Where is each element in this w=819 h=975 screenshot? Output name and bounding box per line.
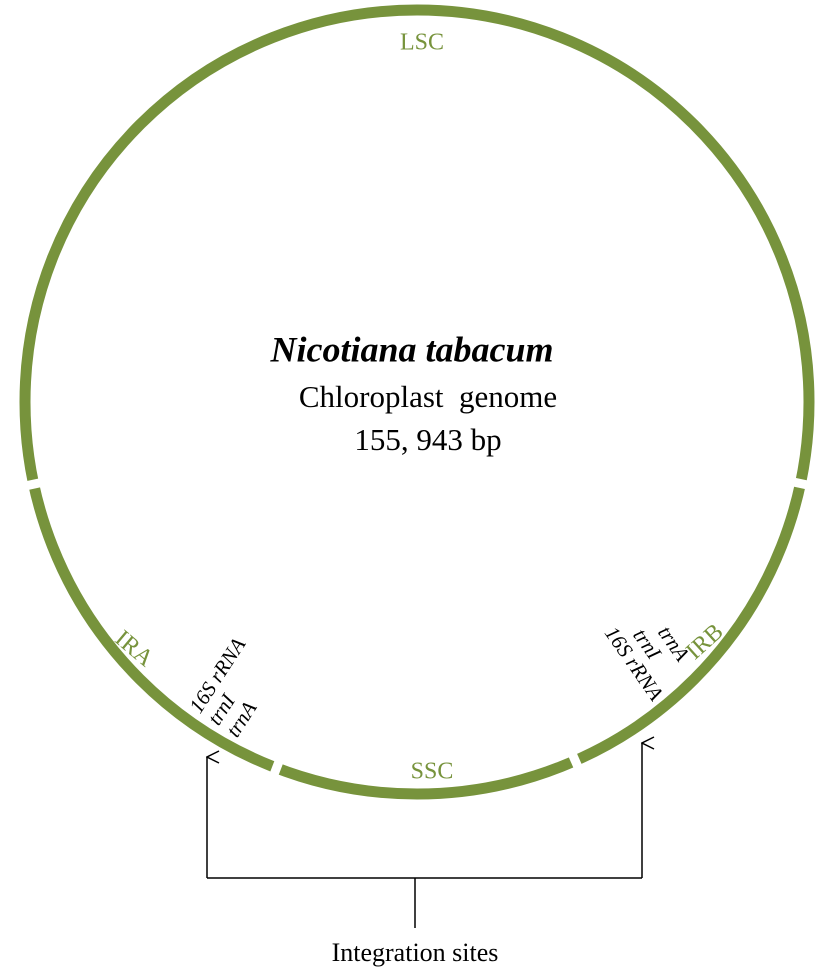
genome-size: 155, 943 bp bbox=[354, 422, 501, 457]
integration-arrows bbox=[207, 743, 642, 928]
ring-gap bbox=[566, 747, 585, 774]
footer-label: Integration sites bbox=[332, 938, 499, 967]
region-label: LSC bbox=[400, 30, 444, 56]
genome-description: Chloroplast genome bbox=[299, 379, 557, 414]
gene-label: trnA bbox=[653, 621, 694, 665]
organism-name: Nicotiana tabacum bbox=[269, 329, 553, 369]
region-label: IRA bbox=[110, 626, 159, 673]
ring-gap bbox=[21, 477, 47, 492]
ring-gaps bbox=[21, 476, 814, 781]
region-label: SSC bbox=[411, 759, 454, 785]
genome-ring bbox=[19, 4, 815, 800]
ring-gap bbox=[787, 476, 814, 491]
ring-gap bbox=[268, 755, 286, 781]
